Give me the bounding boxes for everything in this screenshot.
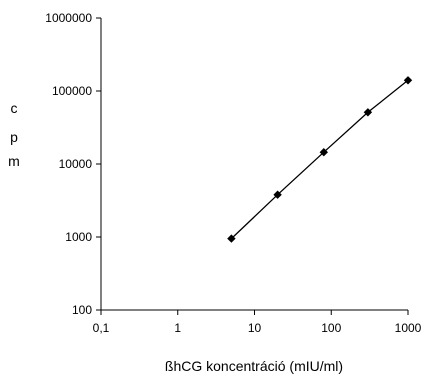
y-axis-title: c p m — [8, 100, 20, 169]
x-axis-title: ßhCG koncentráció (mIU/ml) — [165, 358, 343, 374]
y-tick-group: 100 1000 10000 100000 1000000 — [45, 11, 101, 317]
series-line — [230, 79, 409, 240]
plot-area: 100 1000 10000 100000 1000000 0,1 1 10 100 1000 — [45, 11, 421, 335]
series-layer — [227, 76, 413, 243]
data-point — [273, 190, 282, 199]
data-point — [319, 148, 328, 157]
y-tick-label: 1000 — [65, 230, 92, 244]
y-tick-label: 100 — [72, 303, 92, 317]
y-tick-label: 100000 — [52, 84, 92, 98]
x-tick-label: 100 — [321, 321, 341, 335]
y-tick-label: 10000 — [59, 157, 93, 171]
y-axis-title-char: m — [8, 153, 20, 169]
x-tick-label: 0,1 — [93, 321, 110, 335]
y-axis-title-char: c — [11, 100, 18, 116]
y-axis-title-char: p — [10, 129, 18, 145]
x-tick-label: 10 — [248, 321, 262, 335]
x-tick-label: 1 — [174, 321, 181, 335]
x-tick-label: 1000 — [395, 321, 422, 335]
y-tick-label: 1000000 — [45, 11, 92, 25]
data-point — [403, 76, 413, 85]
data-point — [363, 108, 373, 117]
data-point — [227, 234, 236, 243]
x-tick-group: 0,1 1 10 100 1000 — [93, 310, 422, 335]
